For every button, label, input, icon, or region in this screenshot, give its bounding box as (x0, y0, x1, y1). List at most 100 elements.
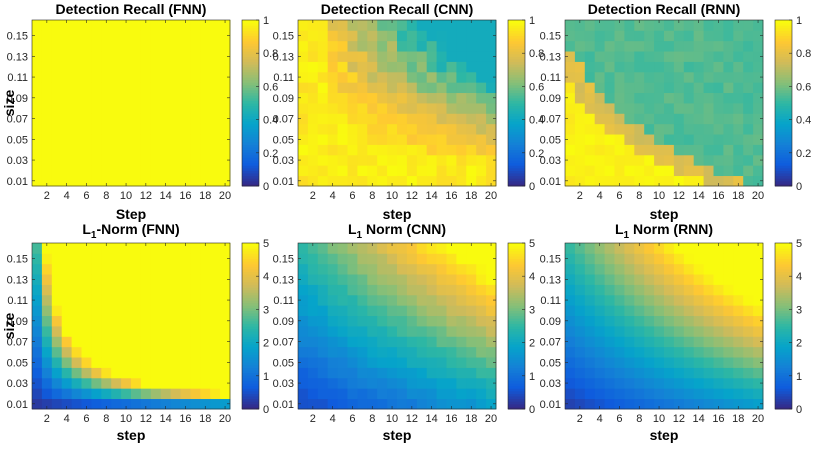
heatmap-cell (131, 284, 142, 296)
heatmap-cell (644, 243, 655, 254)
x-axis-label: step (650, 206, 679, 222)
heatmap-cell (71, 82, 82, 94)
heatmap-cell (476, 388, 487, 400)
heatmap-cell (565, 294, 576, 306)
heatmap-cell (733, 51, 744, 62)
heatmap-cell (327, 61, 338, 73)
heatmap-cell (634, 71, 645, 83)
heatmap-cell (41, 40, 53, 52)
heatmap-cell (41, 263, 53, 275)
x-tick-label: 20 (485, 413, 497, 425)
colorbar-segment (508, 261, 525, 265)
colorbar-segment (242, 385, 259, 389)
heatmap-cell (101, 315, 112, 327)
colorbar-segment (508, 40, 525, 44)
heatmap-cell (624, 346, 635, 358)
heatmap-cell (426, 123, 437, 135)
x-tick-label: 10 (386, 413, 398, 425)
heatmap-cell (683, 113, 695, 125)
heatmap-cell (594, 51, 605, 62)
heatmap-cell (644, 294, 655, 306)
x-tick-label: 18 (732, 413, 744, 425)
heatmap-cell (51, 367, 63, 379)
heatmap-cell (446, 284, 457, 296)
heatmap-cell (200, 263, 211, 275)
heatmap-cell (456, 51, 467, 62)
heatmap-cells (298, 243, 497, 410)
heatmap-cell (347, 243, 358, 254)
heatmap-cell (466, 92, 477, 104)
colorbar-segment (242, 388, 259, 392)
heatmap-cell (111, 71, 122, 83)
heatmap-cell (210, 336, 221, 348)
heatmap-cell (624, 305, 635, 317)
x-tick-label: 8 (103, 190, 109, 202)
heatmap-cell (337, 253, 348, 265)
heatmap-cell (81, 144, 92, 156)
heatmap-cell (574, 315, 586, 327)
colorbar-segment (242, 305, 259, 309)
heatmap-cell (683, 346, 695, 358)
heatmap-cell (140, 30, 152, 42)
heatmap-cell (200, 113, 211, 125)
heatmap-cell (644, 326, 655, 337)
heatmap-cell (170, 20, 181, 31)
heatmap-cell (51, 253, 63, 265)
colorbar-tick-label: 1 (796, 371, 802, 383)
colorbar-segment (508, 333, 525, 337)
heatmap-cell (131, 175, 142, 187)
heatmap-cell (713, 336, 724, 348)
heatmap-cell (111, 284, 122, 296)
y-tick-label: 0.07 (7, 114, 28, 126)
colorbar-segment (775, 110, 792, 114)
colorbar-tick-label: 5 (796, 238, 802, 250)
heatmap-cell (733, 326, 744, 337)
heatmap-cell (703, 123, 714, 135)
heatmap-cell (654, 367, 665, 379)
heatmap-cell (347, 175, 358, 187)
heatmap-cell (170, 61, 181, 73)
heatmap-cell (357, 274, 368, 285)
colorbar-segment (508, 266, 525, 270)
heatmap-cell (733, 113, 744, 125)
heatmap-cell (584, 315, 596, 327)
heatmap-cell (91, 71, 102, 83)
heatmap-cell (101, 294, 112, 306)
colorbar-segment (242, 344, 259, 348)
heatmap-cell (476, 253, 487, 265)
x-tick-label: 4 (64, 190, 70, 202)
heatmap-cell (81, 30, 92, 42)
heatmap-cell (140, 51, 152, 62)
heatmap-cell (456, 243, 467, 254)
x-tick-label: 2 (44, 413, 50, 425)
colorbar-tick-label: 1 (529, 371, 535, 383)
x-tick-label: 18 (732, 190, 744, 202)
heatmap-cell (111, 30, 122, 42)
heatmap-cell (140, 377, 152, 389)
colorbar-segment (242, 323, 259, 327)
heatmap-cell (160, 326, 171, 337)
heatmap-cell (466, 305, 477, 317)
heatmap-cell (624, 123, 635, 135)
heatmap-cell (683, 315, 695, 327)
heatmap-cell (604, 20, 615, 31)
heatmap-cell (140, 388, 152, 400)
heatmap-cell (436, 113, 447, 125)
heatmap-cell (32, 61, 43, 73)
heatmap-cell (180, 326, 191, 337)
colorbar-tick-label: 0.2 (263, 148, 278, 160)
heatmap-cell (131, 113, 142, 125)
chart-panel-2: 2 4 6 8 10 12 14 16 18 200.150.130.110.090.070.05… (273, 1, 545, 222)
colorbar-segment (242, 367, 259, 371)
heatmap-cell (565, 388, 576, 400)
colorbar-segment (775, 406, 792, 410)
heatmap-cell (367, 263, 378, 275)
heatmap-cell (624, 175, 635, 187)
heatmap-cell (51, 92, 63, 104)
heatmap-cell (81, 326, 92, 337)
heatmap-cell (693, 71, 704, 83)
heatmap-cell (387, 336, 398, 348)
heatmap-cell (32, 305, 43, 317)
heatmap-cell (150, 123, 162, 135)
x-tick-label: 10 (120, 190, 132, 202)
